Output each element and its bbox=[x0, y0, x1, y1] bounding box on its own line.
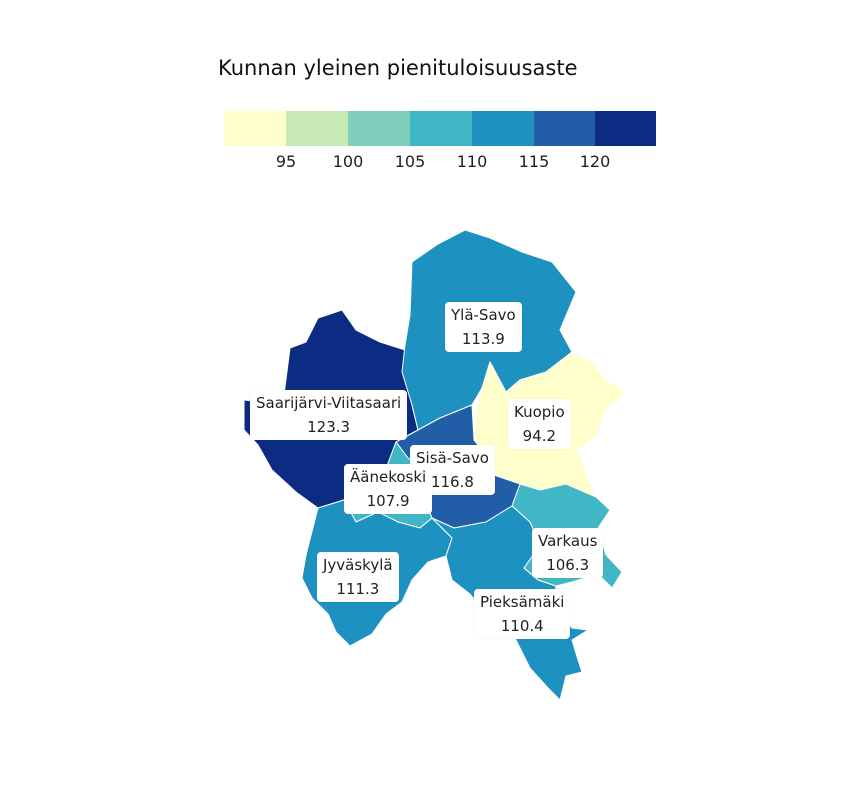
region-name: Pieksämäki bbox=[480, 593, 565, 611]
map-title: Kunnan yleinen pienituloisuusaste bbox=[218, 56, 578, 80]
region-name: Varkaus bbox=[538, 532, 598, 550]
region-name: Ylä-Savo bbox=[451, 306, 516, 324]
legend-tick-110: 110 bbox=[456, 152, 488, 171]
legend-swatch-1 bbox=[286, 111, 348, 146]
region-value: 110.4 bbox=[500, 617, 544, 635]
legend-swatch-5 bbox=[534, 111, 595, 146]
region-name: Jyväskylä bbox=[323, 556, 393, 574]
region-value: 94.2 bbox=[522, 427, 557, 445]
region-label-kuopio: Kuopio 94.2 bbox=[508, 399, 571, 449]
legend-tick-95: 95 bbox=[275, 152, 297, 171]
region-value: 106.3 bbox=[546, 556, 590, 574]
region-name: Sisä-Savo bbox=[416, 449, 489, 467]
legend-tick-105: 105 bbox=[394, 152, 426, 171]
legend-swatch-3 bbox=[410, 111, 472, 146]
region-value: 116.8 bbox=[430, 473, 474, 491]
legend-swatch-0 bbox=[224, 111, 286, 146]
region-value: 107.9 bbox=[366, 492, 410, 510]
region-name: Saarijärvi-Viitasaari bbox=[256, 394, 402, 412]
legend-tick-100: 100 bbox=[332, 152, 364, 171]
legend-swatch-4 bbox=[472, 111, 534, 146]
region-label-aanekoski: Äänekoski 107.9 bbox=[344, 464, 433, 514]
legend-tick-115: 115 bbox=[518, 152, 550, 171]
region-label-saarijarvi-viitasaari: Saarijärvi-Viitasaari 123.3 bbox=[250, 390, 408, 440]
region-name: Kuopio bbox=[514, 403, 565, 421]
region-label-pieksamaki: Pieksämäki 110.4 bbox=[474, 589, 571, 639]
region-label-jyvaskyla: Jyväskylä 111.3 bbox=[317, 552, 399, 602]
region-label-yla-savo: Ylä-Savo 113.9 bbox=[445, 302, 522, 352]
region-value: 111.3 bbox=[336, 580, 380, 598]
legend-swatch-6 bbox=[595, 111, 656, 146]
region-label-varkaus: Varkaus 106.3 bbox=[532, 528, 604, 578]
legend-tick-120: 120 bbox=[579, 152, 611, 171]
region-value: 113.9 bbox=[461, 330, 505, 348]
region-value: 123.3 bbox=[307, 418, 351, 436]
region-name: Äänekoski bbox=[350, 468, 427, 486]
legend-swatch-2 bbox=[348, 111, 410, 146]
